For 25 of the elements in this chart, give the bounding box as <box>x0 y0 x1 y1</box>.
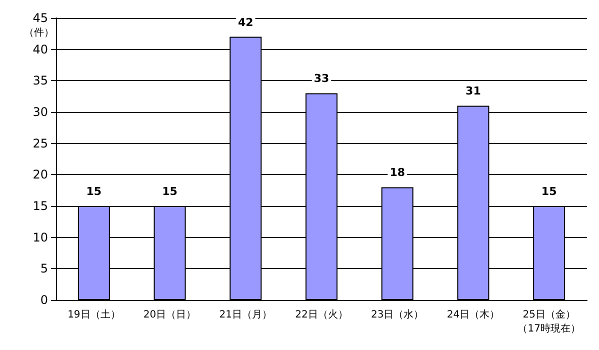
data-label: 18 <box>390 166 406 180</box>
y-tick-label: 0 <box>40 293 48 307</box>
data-label: 31 <box>466 84 481 98</box>
x-tick-label: 19日（土） <box>68 308 120 320</box>
y-tick-label: 45 <box>32 11 48 25</box>
data-label: 33 <box>314 72 330 86</box>
data-label: 15 <box>86 185 102 198</box>
y-tick-label: 25 <box>32 136 48 150</box>
data-label: 15 <box>541 185 557 198</box>
x-tick-label: 25日（金）（17時現在） <box>518 308 580 334</box>
x-tick-label: 23日（水） <box>370 308 424 320</box>
x-tick-label: 21日（月） <box>219 310 272 320</box>
y-tick-label: 20 <box>32 168 48 182</box>
x-tick-label: 22日（火） <box>295 308 348 320</box>
data-label: 42 <box>238 16 254 29</box>
x-tick-label: 20日（日） <box>143 310 196 320</box>
y-tick-label: 15 <box>32 199 48 213</box>
y-tick-label: 5 <box>40 262 48 276</box>
y-tick-label: 10 <box>32 230 48 244</box>
data-label: 15 <box>162 185 178 198</box>
x-tick-label: 24日（木） <box>446 308 500 320</box>
y-tick-label: 30 <box>32 105 48 119</box>
y-tick-label: 40 <box>32 42 48 56</box>
y-tick-label: 35 <box>32 74 48 88</box>
y-axis-title: （件） <box>24 28 54 38</box>
